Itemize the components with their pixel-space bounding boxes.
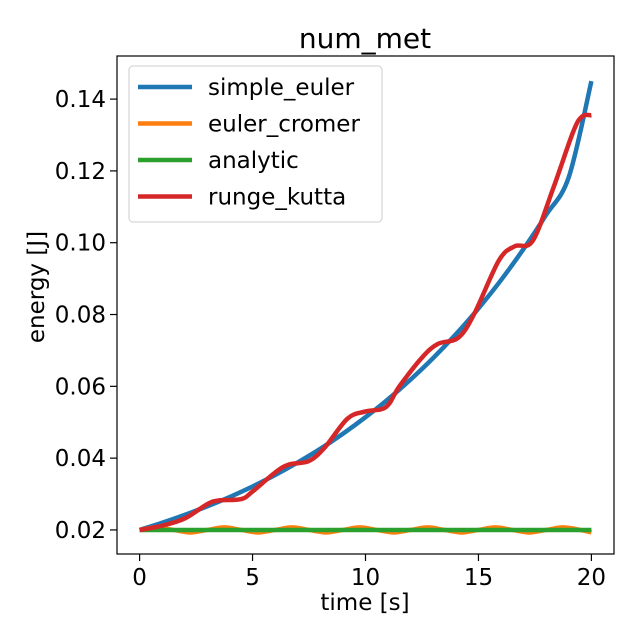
legend: simple_euler euler_cromer analytic runge_ku… [128,65,383,223]
x-tick-label: 5 [245,565,260,591]
legend-label: analytic [208,148,299,174]
y-tick-label: 0.04 [55,446,106,472]
y-axis-label: energy [J] [24,231,50,343]
legend-box [128,65,383,223]
series-lines [138,80,594,535]
y-axis: 0.02 0.04 0.06 0.08 0.10 0.12 0.14 [55,87,117,544]
plot-frame [116,55,615,555]
series-line-runge-kutta [139,112,592,533]
y-tick-label: 0.08 [55,303,106,329]
y-tick-label: 0.06 [55,374,106,400]
legend-label: runge_kutta [208,185,346,211]
x-tick-label: 10 [351,565,380,591]
x-tick-label: 0 [132,565,147,591]
y-tick-label: 0.10 [55,231,106,257]
y-tick-label: 0.02 [55,518,106,544]
y-tick-label: 0.14 [55,87,106,113]
x-tick-label: 20 [577,565,606,591]
x-tick-label: 15 [464,565,493,591]
legend-label: euler_cromer [208,112,360,138]
x-axis: 0 5 10 15 20 [132,554,606,591]
chart-title: num_met [299,22,431,55]
y-tick-label: 0.12 [55,159,106,185]
legend-label: simple_euler [208,75,355,101]
x-axis-label: time [s] [320,590,409,616]
